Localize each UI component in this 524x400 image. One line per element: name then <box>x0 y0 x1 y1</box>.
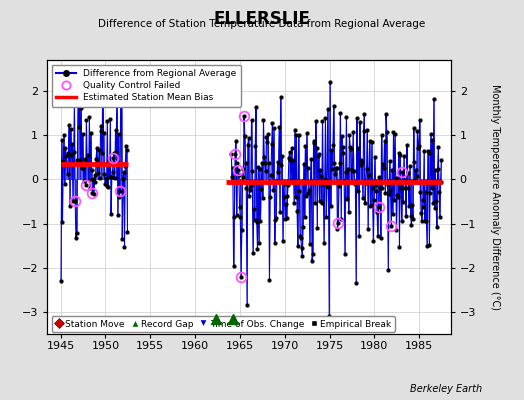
Y-axis label: Monthly Temperature Anomaly Difference (°C): Monthly Temperature Anomaly Difference (… <box>490 84 500 310</box>
Legend: Station Move, Record Gap, Time of Obs. Change, Empirical Break: Station Move, Record Gap, Time of Obs. C… <box>52 316 395 332</box>
Text: Difference of Station Temperature Data from Regional Average: Difference of Station Temperature Data f… <box>99 19 425 29</box>
Text: ELLERSLIE: ELLERSLIE <box>214 10 310 28</box>
Text: Berkeley Earth: Berkeley Earth <box>410 384 482 394</box>
